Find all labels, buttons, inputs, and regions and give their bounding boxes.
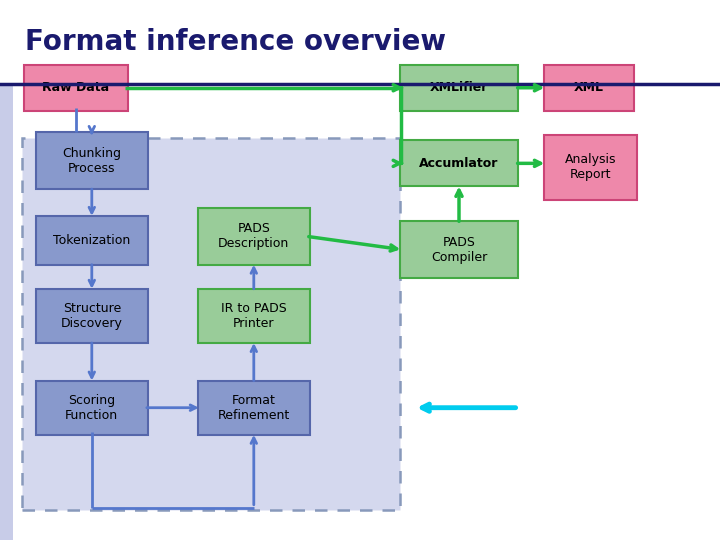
Text: Format inference overview: Format inference overview — [25, 28, 446, 56]
FancyBboxPatch shape — [36, 216, 148, 265]
FancyBboxPatch shape — [544, 65, 634, 111]
FancyBboxPatch shape — [198, 208, 310, 265]
Text: Analysis
Report: Analysis Report — [564, 153, 616, 181]
FancyBboxPatch shape — [36, 132, 148, 189]
Text: Format
Refinement: Format Refinement — [217, 394, 290, 422]
FancyBboxPatch shape — [36, 289, 148, 343]
Text: Accumlator: Accumlator — [419, 157, 499, 170]
Bar — [0, 84, 13, 540]
FancyBboxPatch shape — [400, 140, 518, 186]
Text: PADS
Description: PADS Description — [218, 222, 289, 250]
Text: IR to PADS
Printer: IR to PADS Printer — [221, 302, 287, 330]
Text: XMLifier: XMLifier — [430, 81, 488, 94]
FancyBboxPatch shape — [22, 138, 400, 510]
FancyBboxPatch shape — [400, 221, 518, 278]
FancyBboxPatch shape — [24, 65, 128, 111]
FancyBboxPatch shape — [198, 289, 310, 343]
FancyBboxPatch shape — [400, 65, 518, 111]
Text: Chunking
Process: Chunking Process — [63, 147, 121, 174]
FancyBboxPatch shape — [36, 381, 148, 435]
Text: Structure
Discovery: Structure Discovery — [61, 302, 122, 330]
FancyBboxPatch shape — [544, 135, 637, 200]
FancyBboxPatch shape — [198, 381, 310, 435]
Text: Scoring
Function: Scoring Function — [66, 394, 118, 422]
Text: XML: XML — [574, 81, 603, 94]
Text: Tokenization: Tokenization — [53, 234, 130, 247]
Text: Raw Data: Raw Data — [42, 81, 109, 94]
Text: PADS
Compiler: PADS Compiler — [431, 236, 487, 264]
